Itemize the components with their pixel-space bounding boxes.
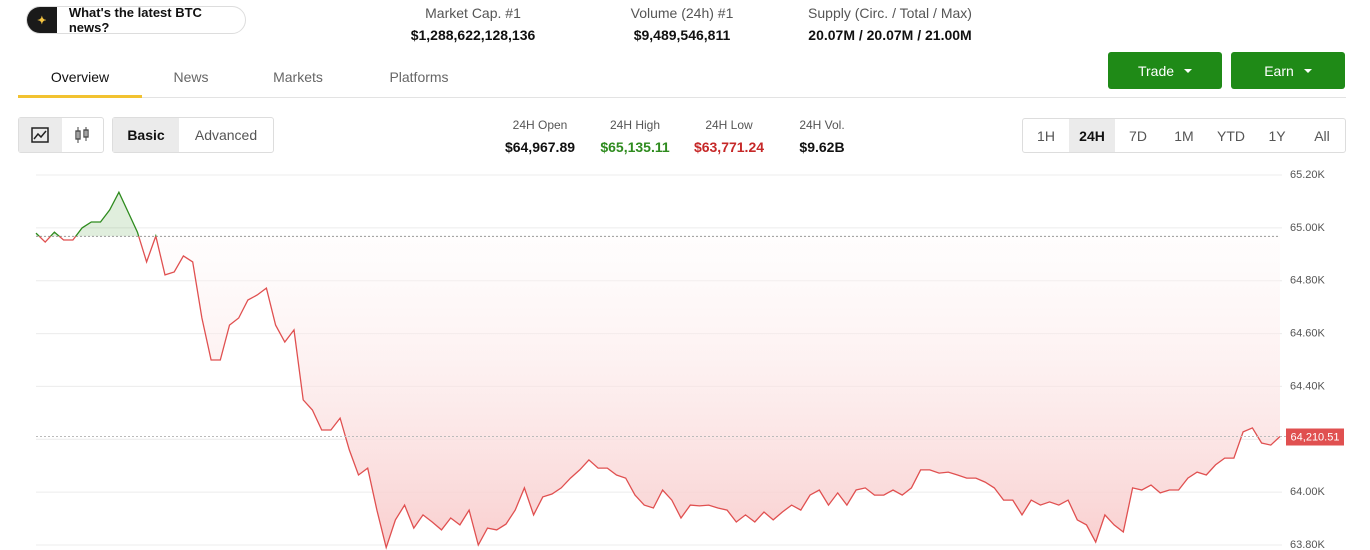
range-button[interactable]: 7D — [1129, 127, 1147, 144]
daily-stat: 24H Low $63,771.24 — [679, 118, 779, 155]
range-button[interactable]: 1M — [1174, 127, 1194, 144]
range-button[interactable]: 24H — [1069, 119, 1115, 152]
y-tick-label: 64.40K — [1290, 380, 1326, 392]
range-selector: 1H 24H 7D 1M YTD 1Y All — [1022, 118, 1346, 153]
daily-stat-label: 24H Vol. — [799, 118, 845, 132]
line-chart-button[interactable] — [19, 118, 62, 152]
current-price-tag — [1286, 428, 1344, 446]
daily-stat-value: $9.62B — [799, 139, 845, 155]
tab-indicator — [18, 95, 142, 98]
trade-button[interactable]: Trade — [1108, 52, 1222, 89]
tab-divider — [18, 97, 1346, 98]
stat-label: Supply (Circ. / Total / Max) — [808, 5, 972, 21]
range-button[interactable]: All — [1314, 127, 1330, 144]
range-button[interactable]: 1H — [1037, 127, 1055, 144]
tab[interactable]: Platforms — [389, 69, 449, 85]
price-line-down — [38, 236, 1281, 550]
news-button[interactable]: ✦ What's the latest BTC news? — [26, 5, 246, 35]
tab[interactable]: Overview — [50, 69, 110, 85]
stat: Volume (24h) #1 $9,489,546,811 — [552, 5, 812, 43]
daily-stat-label: 24H Low — [705, 118, 753, 132]
stat: Market Cap. #1 $1,288,622,128,136 — [343, 5, 603, 43]
y-tick-label: 64.00K — [1290, 486, 1326, 498]
current-price-label: 64,210.51 — [1291, 431, 1340, 443]
stat-value: $1,288,622,128,136 — [410, 27, 536, 43]
daily-stat: 24H Open $64,967.89 — [490, 118, 590, 155]
stat-label: Market Cap. #1 — [425, 5, 521, 21]
line-icon — [31, 127, 49, 143]
stat-label: Volume (24h) #1 — [630, 5, 734, 21]
view-mode[interactable]: Basic — [113, 118, 179, 152]
tab[interactable]: News — [173, 69, 209, 85]
daily-stat-label: 24H High — [609, 118, 661, 132]
stat: Supply (Circ. / Total / Max) 20.07M / 20.… — [760, 5, 1020, 43]
y-tick-label: 64.60K — [1290, 327, 1326, 339]
news-button-label: What's the latest BTC news? — [68, 5, 202, 35]
candle-icon — [75, 127, 89, 143]
stat-value: $9,489,546,811 — [633, 27, 731, 43]
daily-stat-label: 24H Open — [512, 118, 568, 132]
y-tick-label: 65.00K — [1290, 222, 1326, 234]
button-label: Earn — [1264, 62, 1294, 79]
y-tick-label: 65.20K — [1290, 169, 1326, 181]
y-tick-label: 63.80K — [1290, 539, 1326, 550]
daily-stat-value: $65,135.11 — [600, 139, 670, 155]
area-down — [39, 236, 1280, 548]
range-button[interactable]: 1Y — [1268, 127, 1286, 144]
earn-button[interactable]: Earn — [1231, 52, 1345, 89]
daily-stat: 24H Vol. $9.62B — [772, 118, 872, 155]
chart-style-toggle — [18, 117, 104, 153]
button-label: Trade — [1137, 62, 1175, 79]
range-button[interactable]: YTD — [1217, 127, 1245, 144]
view-mode[interactable]: Advanced — [194, 127, 258, 143]
daily-stat-value: $64,967.89 — [504, 139, 576, 155]
daily-stat-value: $63,771.24 — [693, 139, 765, 155]
candle-chart-button[interactable] — [62, 118, 104, 152]
y-tick-label: 64.80K — [1290, 275, 1326, 287]
stat-value: 20.07M / 20.07M / 21.00M — [808, 27, 972, 43]
view-mode-toggle: Basic Advanced — [112, 117, 274, 153]
tab[interactable]: Markets — [273, 69, 323, 85]
daily-stat: 24H High $65,135.11 — [585, 118, 685, 155]
